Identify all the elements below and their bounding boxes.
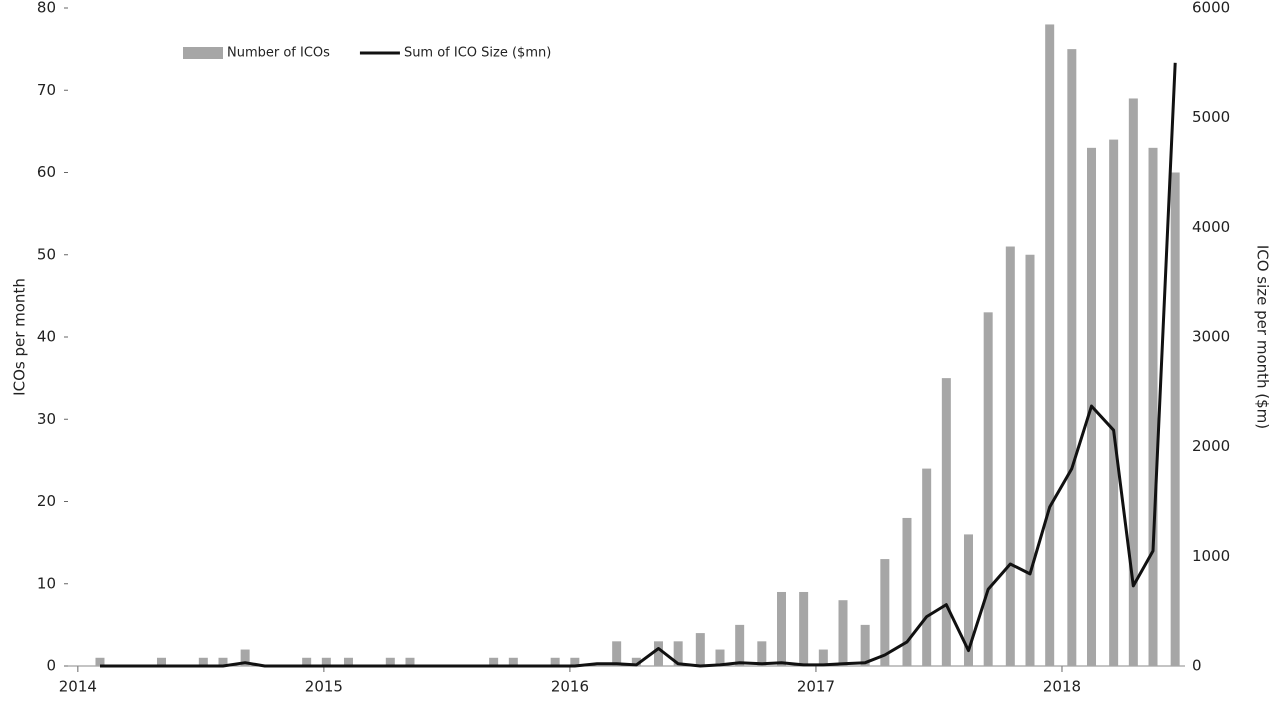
bar — [757, 641, 767, 666]
y-tick-label: 70 — [37, 81, 56, 99]
bar — [799, 591, 809, 666]
bar — [941, 378, 951, 666]
line — [100, 62, 1177, 668]
bar — [983, 312, 993, 666]
bar — [1045, 24, 1055, 666]
bar — [880, 559, 890, 666]
x-tick-label: 2014 — [59, 678, 97, 696]
y2-tick-label: 5000 — [1192, 108, 1230, 126]
x-tick-label: 2018 — [1043, 678, 1081, 696]
bar — [1148, 147, 1158, 666]
y2-tick-label: 0 — [1192, 657, 1202, 675]
bar — [902, 517, 912, 666]
bar — [550, 657, 560, 666]
bar — [240, 649, 250, 666]
bar — [508, 657, 518, 666]
legend-label: Sum of ICO Size ($mn) — [404, 46, 551, 61]
y-tick-label: 20 — [37, 492, 56, 510]
bar — [321, 657, 331, 666]
bar — [218, 657, 228, 666]
bar — [612, 641, 622, 666]
bar — [1109, 139, 1119, 667]
bar — [198, 657, 208, 666]
y-tick-label: 40 — [37, 328, 56, 346]
bar — [156, 657, 166, 666]
bar — [1005, 246, 1015, 666]
bar — [838, 600, 848, 666]
bar — [631, 657, 641, 666]
bar — [715, 649, 725, 666]
bar — [777, 591, 787, 666]
legend-swatch — [183, 47, 223, 59]
y2-tick-label: 2000 — [1192, 437, 1230, 455]
y-tick-label: 60 — [37, 163, 56, 181]
bar — [1067, 49, 1077, 666]
y2-axis-label: ICO size per month ($m) — [1254, 245, 1272, 429]
bar — [343, 657, 353, 666]
y-tick-label: 50 — [37, 245, 56, 263]
bar — [1025, 254, 1035, 666]
bar — [385, 657, 395, 666]
bar — [963, 534, 973, 666]
bar — [735, 624, 745, 666]
bar — [673, 641, 683, 666]
y2-tick-label: 4000 — [1192, 218, 1230, 236]
y-tick-label: 10 — [37, 574, 56, 592]
bar — [489, 657, 499, 666]
y-tick-label: 0 — [46, 657, 56, 675]
y2-tick-label: 1000 — [1192, 547, 1230, 565]
bar — [818, 649, 828, 666]
bar — [95, 657, 105, 666]
bar — [653, 641, 663, 666]
legend-label: Number of ICOs — [227, 46, 330, 61]
y2-tick-label: 3000 — [1192, 328, 1230, 346]
bar — [405, 657, 415, 666]
x-tick-label: 2017 — [797, 678, 835, 696]
bar — [1128, 98, 1138, 667]
y-tick-label: 80 — [37, 0, 56, 17]
y-tick-label: 30 — [37, 410, 56, 428]
bar — [922, 468, 932, 666]
bar — [570, 657, 580, 666]
bar — [302, 657, 312, 666]
bar — [860, 624, 870, 666]
x-tick-label: 2015 — [305, 678, 343, 696]
y-axis-label: ICOs per month — [11, 278, 29, 396]
y2-tick-label: 6000 — [1192, 0, 1230, 17]
bar — [695, 633, 705, 666]
bar — [1170, 172, 1180, 666]
x-tick-label: 2016 — [551, 678, 589, 696]
